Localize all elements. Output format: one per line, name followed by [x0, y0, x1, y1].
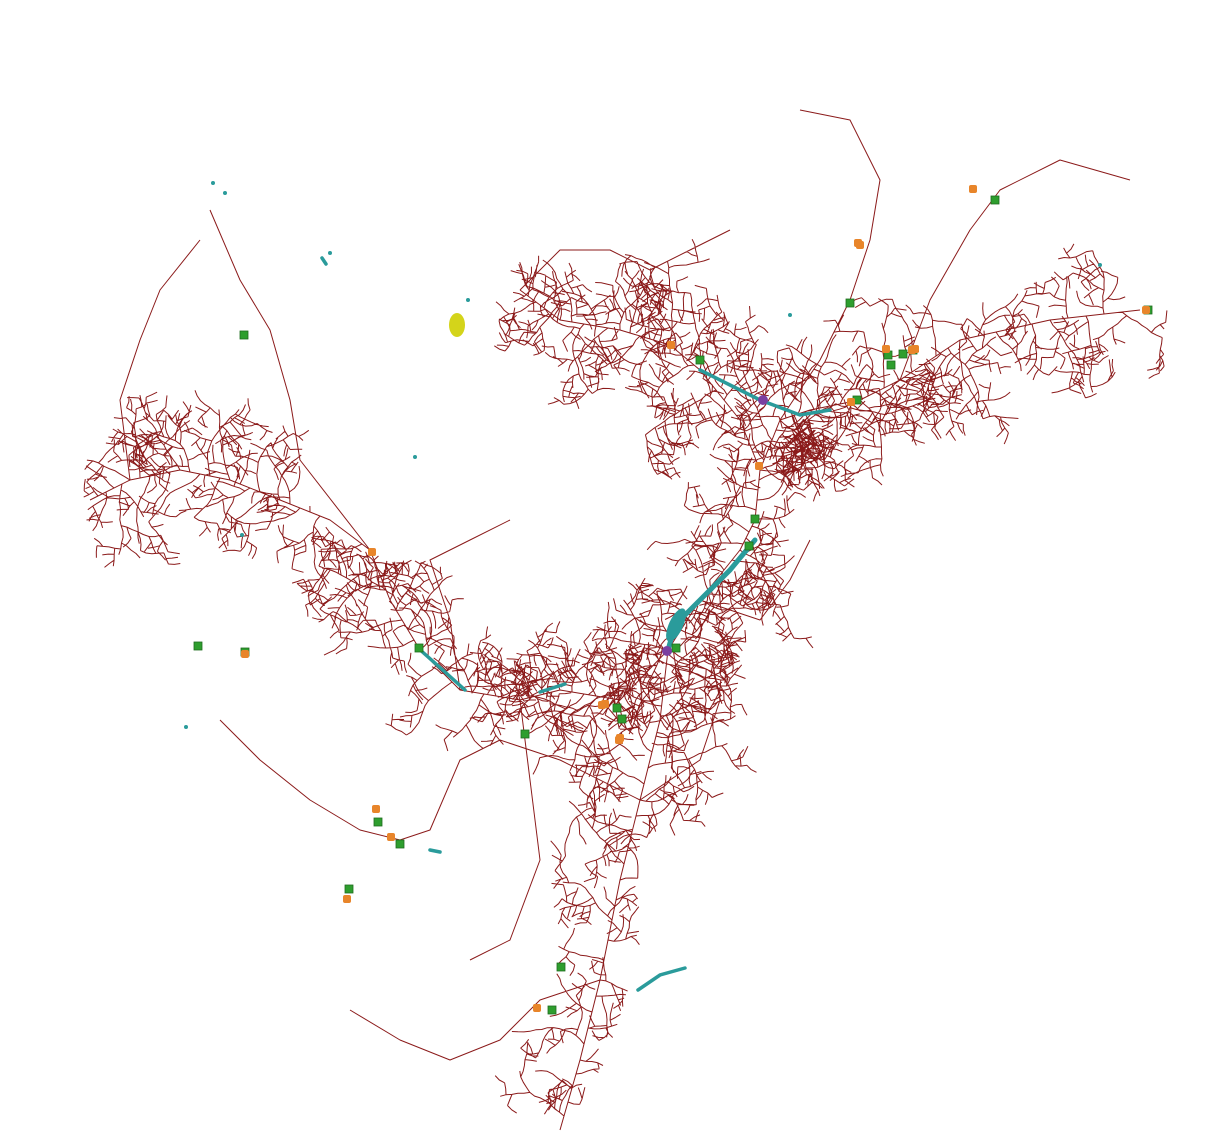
station-orange-marker[interactable] — [601, 700, 609, 708]
junction-marker[interactable] — [662, 646, 672, 656]
main-channel — [413, 455, 417, 459]
station-green-marker[interactable] — [193, 641, 203, 651]
main-channel — [666, 608, 686, 642]
main-channel — [1098, 263, 1102, 267]
main-channel — [211, 181, 215, 185]
station-green-marker[interactable] — [695, 355, 705, 365]
station-green-marker[interactable] — [395, 839, 405, 849]
stream-network-layer — [83, 109, 1168, 1131]
station-green-marker[interactable] — [671, 643, 681, 653]
station-orange-marker[interactable] — [911, 345, 919, 353]
station-orange-marker[interactable] — [755, 462, 763, 470]
station-orange-marker[interactable] — [616, 734, 624, 742]
station-green-marker[interactable] — [750, 514, 760, 524]
water-body-layer — [449, 313, 465, 337]
station-green-marker[interactable] — [886, 360, 896, 370]
main-channel — [223, 191, 227, 195]
station-green-marker[interactable] — [547, 1005, 557, 1015]
station-green-marker[interactable] — [239, 330, 249, 340]
lake — [449, 313, 465, 337]
main-channel — [416, 646, 467, 692]
station-green-marker[interactable] — [520, 729, 530, 739]
main-channel — [240, 533, 244, 537]
main-channel — [466, 298, 470, 302]
main-channel — [538, 682, 567, 694]
station-green-marker[interactable] — [344, 884, 354, 894]
station-orange-marker[interactable] — [847, 398, 855, 406]
station-orange-marker[interactable] — [372, 805, 380, 813]
main-channel — [328, 251, 332, 255]
stream-network — [83, 109, 1168, 1131]
station-green-marker[interactable] — [414, 643, 424, 653]
station-orange-marker[interactable] — [368, 548, 376, 556]
station-orange-marker[interactable] — [856, 241, 864, 249]
station-orange-marker[interactable] — [1142, 306, 1150, 314]
station-orange-marker[interactable] — [533, 1004, 541, 1012]
station-green-marker[interactable] — [556, 962, 566, 972]
main-channel — [428, 848, 442, 854]
station-orange-marker[interactable] — [969, 185, 977, 193]
stations-layer[interactable] — [193, 185, 1153, 1015]
main-channel — [636, 966, 687, 992]
station-green-marker[interactable] — [617, 714, 627, 724]
station-green-marker[interactable] — [898, 349, 908, 359]
main-channel — [184, 725, 188, 729]
station-orange-marker[interactable] — [882, 345, 890, 353]
main-channel — [788, 313, 792, 317]
station-orange-marker[interactable] — [387, 833, 395, 841]
station-green-marker[interactable] — [990, 195, 1000, 205]
station-orange-marker[interactable] — [667, 341, 675, 349]
station-green-marker[interactable] — [612, 703, 622, 713]
station-orange-marker[interactable] — [241, 650, 249, 658]
junction-marker[interactable] — [758, 395, 768, 405]
station-green-marker[interactable] — [373, 817, 383, 827]
main-channel — [320, 256, 328, 266]
station-green-marker[interactable] — [845, 298, 855, 308]
station-orange-marker[interactable] — [343, 895, 351, 903]
station-green-marker[interactable] — [744, 541, 754, 551]
